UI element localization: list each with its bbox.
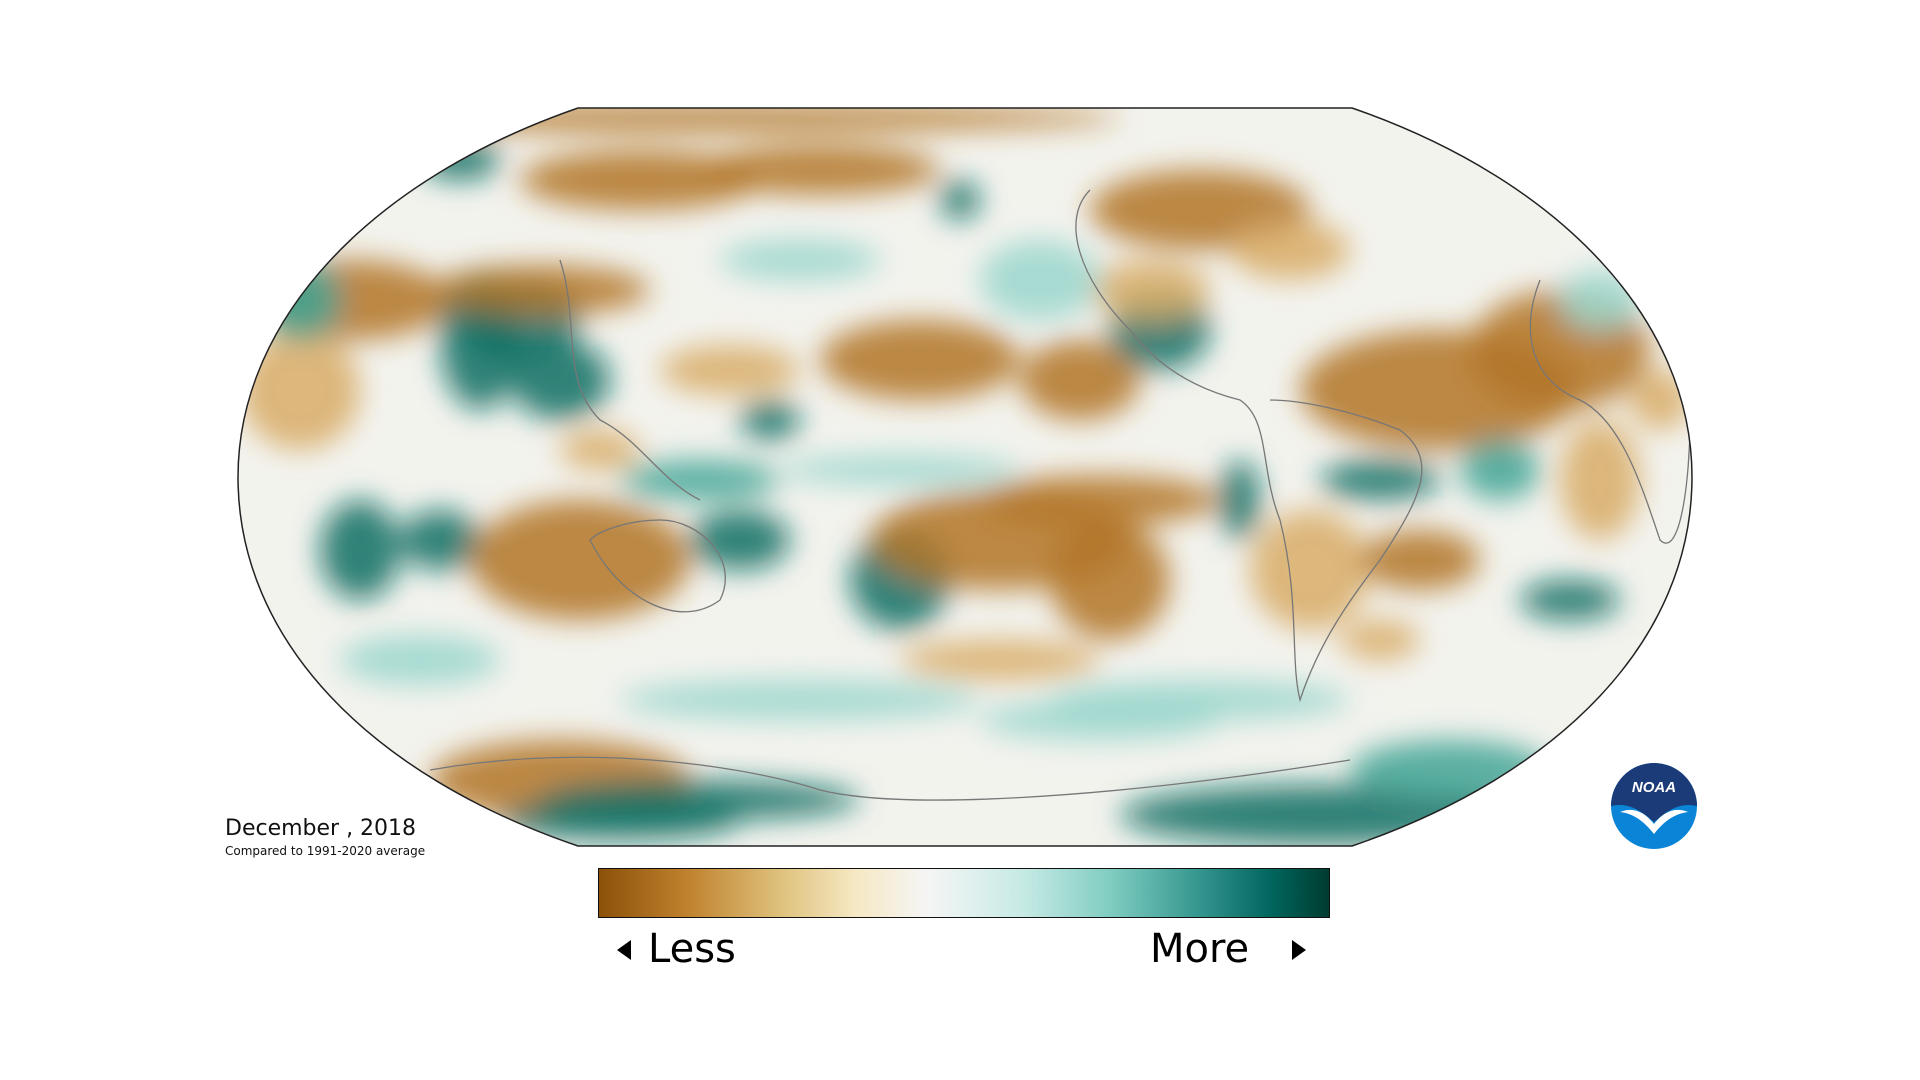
anomaly-region (700, 145, 940, 195)
anomaly-region (1350, 740, 1550, 800)
color-scale-bar (598, 868, 1330, 918)
anomaly-region (940, 180, 980, 220)
anomaly-region (690, 510, 790, 570)
anomaly-region (1340, 620, 1420, 660)
anomaly-region (620, 680, 980, 720)
anomaly-region (720, 240, 880, 280)
anomaly-region (470, 500, 690, 620)
anomaly-region (740, 400, 800, 440)
anomaly-region (1630, 370, 1690, 430)
anomaly-region (900, 640, 1100, 680)
anomaly-region (340, 635, 500, 685)
anomaly-region (1020, 340, 1140, 420)
coastline (429, 756, 1351, 801)
anomaly-region (520, 150, 760, 210)
anomaly-region (510, 340, 610, 420)
noaa-logo: NOAA (1611, 763, 1697, 849)
anomaly-region (620, 460, 780, 500)
coastline (589, 519, 726, 613)
anomaly-region (1050, 520, 1170, 640)
anomaly-region (1250, 510, 1370, 630)
anomaly-region (1520, 580, 1620, 620)
triangle-right-icon (1292, 940, 1306, 960)
anomaly-region (1560, 270, 1640, 330)
legend-more-label: More (1150, 926, 1250, 972)
legend-less-label: Less (648, 926, 736, 972)
anomaly-region (1320, 460, 1440, 500)
map-title: December , 2018 (225, 816, 417, 841)
anomaly-region (560, 430, 640, 470)
coastline (1075, 189, 1423, 703)
map-subtitle: Compared to 1991-2020 average (225, 844, 426, 858)
anomaly-region (240, 330, 360, 450)
map-border (237, 107, 1693, 847)
anomaly-region (500, 800, 740, 840)
anomaly-region (1090, 260, 1210, 320)
anomaly-region (820, 320, 1020, 400)
anomaly-region (660, 345, 800, 395)
anomaly-region (1220, 460, 1260, 540)
anomaly-region (1360, 530, 1480, 590)
anomaly-region (1560, 420, 1640, 540)
anomaly-region (1050, 680, 1350, 720)
anomaly-region (1460, 440, 1540, 500)
anomaly-region (400, 510, 480, 570)
anomaly-region (430, 265, 650, 315)
svg-text:NOAA: NOAA (1632, 779, 1676, 796)
anomaly-region (260, 260, 340, 340)
coastline (1529, 279, 1691, 544)
anomaly-region (1230, 220, 1350, 280)
anomaly-region (320, 500, 400, 600)
anomaly-region (780, 455, 1020, 485)
coastline (559, 259, 701, 501)
triangle-left-icon (617, 940, 631, 960)
anomaly-region (980, 475, 1220, 525)
anomaly-region (980, 240, 1100, 320)
